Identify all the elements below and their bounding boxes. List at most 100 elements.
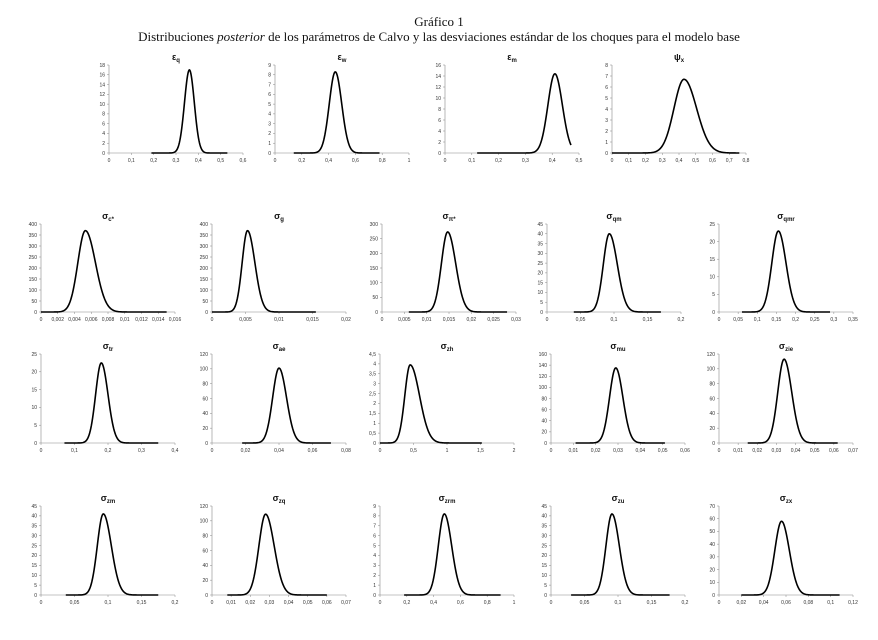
y-tick-label: 5: [34, 583, 37, 589]
title-symbol: σ: [606, 211, 612, 221]
y-tick-label: 200: [29, 266, 38, 272]
y-tick-label: 140: [539, 363, 548, 369]
title-symbol: σ: [439, 493, 445, 503]
y-tick-label: 0: [268, 151, 271, 157]
title-symbol: σ: [610, 341, 616, 351]
title-symbol: σ: [273, 341, 279, 351]
x-tick-label: 0,15: [137, 600, 147, 606]
title-symbol: σ: [273, 493, 279, 503]
y-tick-label: 350: [200, 233, 209, 239]
density-line: [573, 232, 662, 313]
x-tick-label: 0,15: [643, 317, 653, 323]
x-tick-label: 0,06: [829, 448, 839, 454]
x-tick-label: 0,02: [591, 448, 601, 454]
x-tick-label: 0,8: [484, 600, 491, 606]
x-tick-label: 0: [40, 317, 43, 323]
y-tick-label: 150: [370, 266, 379, 272]
density-chart: εq 0 0,1 0,2 0,3 0,4 0,5 0,6 0 2 4 6 8 10 12 14 16 18: [99, 52, 246, 164]
y-tick-label: 20: [31, 553, 37, 559]
y-tick-label: 4,5: [369, 352, 376, 358]
x-tick-label: 0,3: [659, 158, 666, 164]
x-tick-label: 0,1: [105, 600, 112, 606]
x-tick-label: 0,3: [138, 448, 145, 454]
title-symbol: σ: [780, 493, 786, 503]
y-tick-label: 5: [268, 102, 271, 108]
y-tick-label: 10: [31, 573, 37, 579]
subtitle-emphasis: posterior: [217, 29, 265, 44]
y-tick-label: 7: [268, 82, 271, 88]
x-tick-label: 0,4: [430, 600, 437, 606]
x-tick-label: 0,1: [615, 600, 622, 606]
y-tick-label: 0: [373, 441, 376, 447]
x-tick-label: 0,04: [284, 600, 294, 606]
y-tick-label: 0: [205, 310, 208, 316]
y-tick-label: 6: [605, 85, 608, 91]
density-line: [211, 229, 316, 313]
x-tick-label: 0,05: [303, 600, 313, 606]
x-tick-label: 0,012: [135, 317, 148, 323]
x-tick-label: 0,05: [576, 317, 586, 323]
x-tick-label: 0,1: [468, 158, 475, 164]
chart-title: σmu: [610, 341, 626, 353]
chart-title: εw: [338, 52, 347, 64]
y-tick-label: 0: [373, 593, 376, 599]
x-tick-label: 0: [211, 448, 214, 454]
density-line: [570, 513, 670, 596]
y-tick-label: 7: [605, 74, 608, 80]
chart-title: εm: [507, 52, 517, 64]
y-tick-label: 40: [541, 514, 547, 520]
density-line: [741, 520, 840, 596]
title-subscript: qm: [613, 217, 622, 223]
x-tick-label: 0,05: [70, 600, 80, 606]
title-subscript: zie: [785, 347, 794, 353]
y-tick-label: 0: [605, 151, 608, 157]
y-tick-label: 20: [202, 426, 208, 432]
x-tick-label: 0: [611, 158, 614, 164]
title-subscript: g: [280, 217, 284, 223]
x-tick-label: 0,1: [827, 600, 834, 606]
y-tick-label: 16: [435, 63, 441, 69]
y-tick-label: 120: [200, 352, 209, 358]
subtitle-part: de los parámetros de Calvo y las desviac…: [264, 29, 740, 44]
x-tick-label: 0,005: [239, 317, 252, 323]
x-tick-label: 0: [211, 317, 214, 323]
y-tick-label: 25: [537, 261, 543, 267]
density-line: [227, 513, 328, 596]
y-tick-label: 8: [605, 63, 608, 69]
density-chart: σzm 0 0,05 0,1 0,15 0,2 0 5 10 15 20 25 30 35 40 45: [31, 493, 178, 606]
y-tick-label: 3: [373, 563, 376, 569]
x-tick-label: 0,2: [403, 600, 410, 606]
y-tick-label: 6: [373, 533, 376, 539]
y-tick-label: 12: [435, 85, 441, 91]
y-tick-label: 4: [438, 129, 441, 135]
y-tick-label: 10: [541, 573, 547, 579]
y-tick-label: 0: [712, 441, 715, 447]
x-tick-label: 0,1: [128, 158, 135, 164]
y-tick-label: 15: [541, 563, 547, 569]
y-tick-label: 5: [34, 423, 37, 429]
title-symbol: ε: [338, 52, 343, 62]
density-line: [403, 513, 501, 596]
y-tick-label: 6: [438, 118, 441, 124]
density-line: [575, 367, 666, 444]
y-tick-label: 250: [200, 255, 209, 261]
y-tick-label: 10: [99, 102, 105, 108]
density-line: [379, 364, 482, 444]
y-tick-label: 0: [712, 593, 715, 599]
y-tick-label: 10: [435, 96, 441, 102]
chart-title: σzie: [779, 341, 794, 353]
x-tick-label: 0,4: [549, 158, 556, 164]
x-tick-label: 0,006: [85, 317, 98, 323]
x-tick-label: 0: [40, 600, 43, 606]
y-tick-label: 4: [102, 131, 105, 137]
y-tick-label: 25: [31, 352, 37, 358]
y-tick-label: 350: [29, 233, 38, 239]
x-tick-label: 0: [550, 600, 553, 606]
x-tick-label: 0,04: [791, 448, 801, 454]
title-symbol: σ: [441, 341, 447, 351]
x-tick-label: 0,25: [810, 317, 820, 323]
y-tick-label: 15: [31, 387, 37, 393]
x-tick-label: 0,6: [709, 158, 716, 164]
x-tick-label: 0,015: [443, 317, 456, 323]
y-tick-label: 4: [373, 553, 376, 559]
